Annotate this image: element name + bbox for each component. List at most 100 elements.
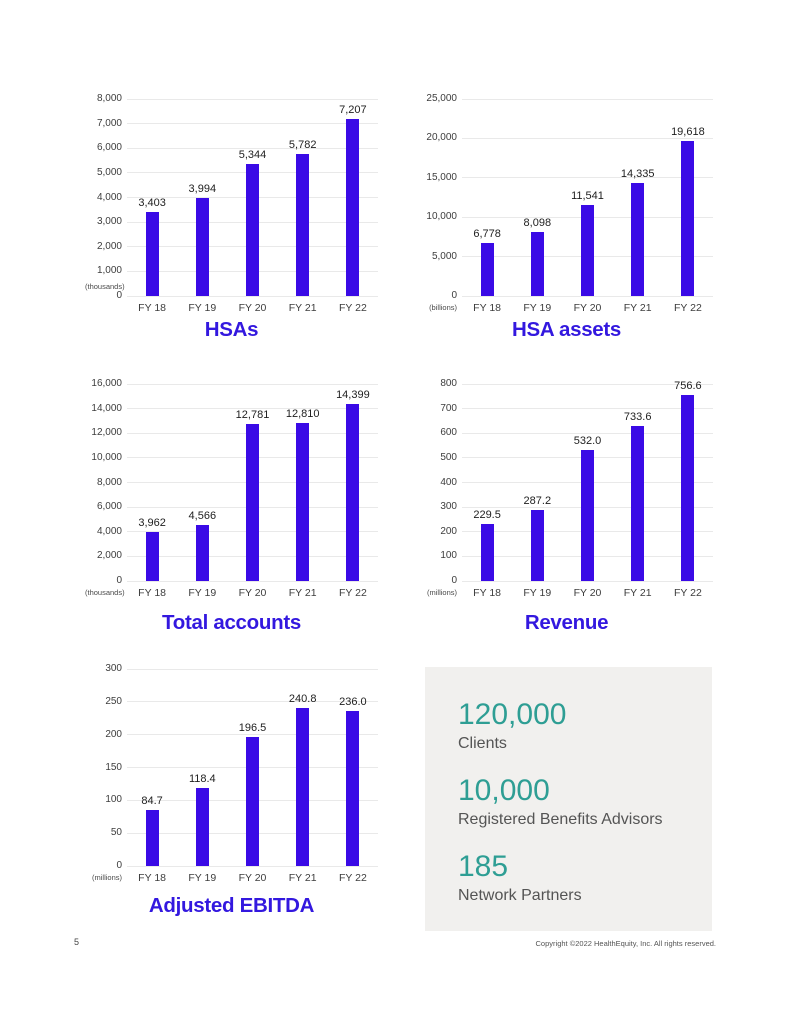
x-tick-label: FY 19 xyxy=(188,872,217,884)
bar-fy-22 xyxy=(681,395,695,581)
gridline xyxy=(462,580,713,582)
x-tick-label: FY 18 xyxy=(138,302,166,314)
y-tick-label: 0 xyxy=(116,860,122,871)
gridline xyxy=(127,865,378,867)
bar-value-label: 240.8 xyxy=(288,693,317,705)
gridline xyxy=(462,383,713,385)
bar-value-label: 229.5 xyxy=(473,509,501,521)
x-tick-label: FY 21 xyxy=(288,587,317,599)
x-tick-label: FY 19 xyxy=(188,587,217,599)
chart-title-total-accounts: Total accounts xyxy=(162,611,301,634)
chart-adjusted-ebitda: 0 50 100 150 200 250 300 (millions) 84.7 FY 18 118… xyxy=(85,663,378,929)
y-tick-label: 8,000 xyxy=(96,476,122,488)
bar-value-label: 4,566 xyxy=(188,510,217,522)
bar-value-label: 3,403 xyxy=(138,197,166,209)
x-tick-label: FY 22 xyxy=(338,302,367,314)
y-tick-label: 0 xyxy=(451,290,457,301)
copyright-text: Copyright ©2022 HealthEquity, Inc. All r… xyxy=(535,939,716,948)
stat-network-partners: 185 Network Partners xyxy=(458,850,702,905)
gridline xyxy=(462,408,713,410)
gridline xyxy=(127,295,378,297)
stat-clients: 120,000 Clients xyxy=(458,698,702,753)
y-tick-label: 4,000 xyxy=(96,191,122,203)
bar-fy-21 xyxy=(296,708,310,866)
x-tick-label: FY 21 xyxy=(623,587,652,599)
x-tick-label: FY 21 xyxy=(623,302,652,314)
gridline xyxy=(462,137,713,139)
bar-value-label: 3,994 xyxy=(188,183,217,195)
bar-value-label: 12,810 xyxy=(285,408,320,420)
y-tick-label: 4,000 xyxy=(96,525,122,537)
stat-registered-benefits-advisors: 10,000 Registered Benefits Advisors xyxy=(458,774,702,829)
x-tick-label: FY 19 xyxy=(523,302,552,314)
bar-value-label: 733.6 xyxy=(623,411,652,423)
bar-fy-22 xyxy=(346,711,360,866)
y-tick-label: 20,000 xyxy=(426,132,457,144)
gridline xyxy=(462,432,713,434)
bar-fy-20 xyxy=(246,737,259,866)
y-tick-label: 5,000 xyxy=(96,166,122,178)
bar-value-label: 287.2 xyxy=(523,495,552,507)
y-tick-label: 8,000 xyxy=(96,93,122,104)
y-tick-label: 15,000 xyxy=(426,171,457,183)
gridline xyxy=(127,147,378,149)
gridline xyxy=(127,98,378,100)
y-tick-label: 250 xyxy=(105,695,122,707)
bar-value-label: 118.4 xyxy=(188,773,216,785)
gridline xyxy=(127,383,378,385)
stat-label-network-partners: Network Partners xyxy=(458,887,582,904)
bar-value-label: 19,618 xyxy=(671,126,705,138)
x-tick-label: FY 20 xyxy=(238,587,267,599)
y-tick-label: 10,000 xyxy=(426,211,457,223)
y-tick-label: 2,000 xyxy=(96,550,122,562)
bar-value-label: 196.5 xyxy=(238,722,267,734)
gridline xyxy=(127,123,378,125)
y-tick-label: 600 xyxy=(440,427,457,439)
chart-hsa-assets: 0 5,000 10,000 15,000 20,000 25,000 (billions)… xyxy=(420,93,713,359)
bar-fy-21 xyxy=(296,423,310,581)
stat-value-network-partners: 185 xyxy=(458,850,509,883)
y-tick-label: 500 xyxy=(440,451,457,463)
x-tick-label: FY 22 xyxy=(338,872,367,884)
bar-fy-20 xyxy=(581,205,594,296)
y-tick-label: 300 xyxy=(440,501,457,513)
bar-value-label: 5,782 xyxy=(288,139,317,151)
gridline xyxy=(462,98,713,100)
bar-fy-19 xyxy=(195,788,209,866)
stat-value-clients: 120,000 xyxy=(458,698,567,731)
chart-title-hsas: HSAs xyxy=(204,318,259,341)
bar-value-label: 14,335 xyxy=(620,168,655,180)
y-tick-label: 700 xyxy=(440,402,457,414)
bar-value-label: 236.0 xyxy=(339,696,367,708)
y-axis-unit-label: (millions) xyxy=(427,588,457,597)
x-tick-label: FY 19 xyxy=(523,587,552,599)
bar-fy-21 xyxy=(631,183,645,296)
y-tick-label: 25,000 xyxy=(426,93,457,104)
x-tick-label: FY 20 xyxy=(573,302,602,314)
y-tick-label: 12,000 xyxy=(91,427,122,439)
y-tick-label: 5,000 xyxy=(431,250,457,262)
bar-fy-22 xyxy=(681,141,695,296)
stat-label-clients: Clients xyxy=(458,735,507,752)
x-tick-label: FY 22 xyxy=(673,302,702,314)
bar-fy-21 xyxy=(631,426,645,581)
x-tick-label: FY 18 xyxy=(138,587,166,599)
bar-fy-20 xyxy=(246,164,259,296)
bar-value-label: 11,541 xyxy=(571,190,604,202)
bar-fy-22 xyxy=(346,119,360,296)
y-tick-label: 100 xyxy=(105,794,122,806)
y-tick-label: 3,000 xyxy=(96,216,122,228)
y-tick-label: 800 xyxy=(440,378,457,389)
bar-fy-22 xyxy=(346,404,360,581)
chart-title-hsa-assets: HSA assets xyxy=(511,318,622,341)
x-tick-label: FY 20 xyxy=(238,872,267,884)
y-tick-label: 200 xyxy=(440,525,457,537)
y-tick-label: 14,000 xyxy=(91,402,122,414)
y-tick-label: 0 xyxy=(116,290,122,301)
bar-value-label: 8,098 xyxy=(523,217,552,229)
bar-fy-19 xyxy=(195,525,209,581)
bar-fy-18 xyxy=(480,524,494,581)
y-axis-unit-label: (thousands) xyxy=(85,282,125,291)
y-axis-unit-label: (billions) xyxy=(429,303,457,312)
